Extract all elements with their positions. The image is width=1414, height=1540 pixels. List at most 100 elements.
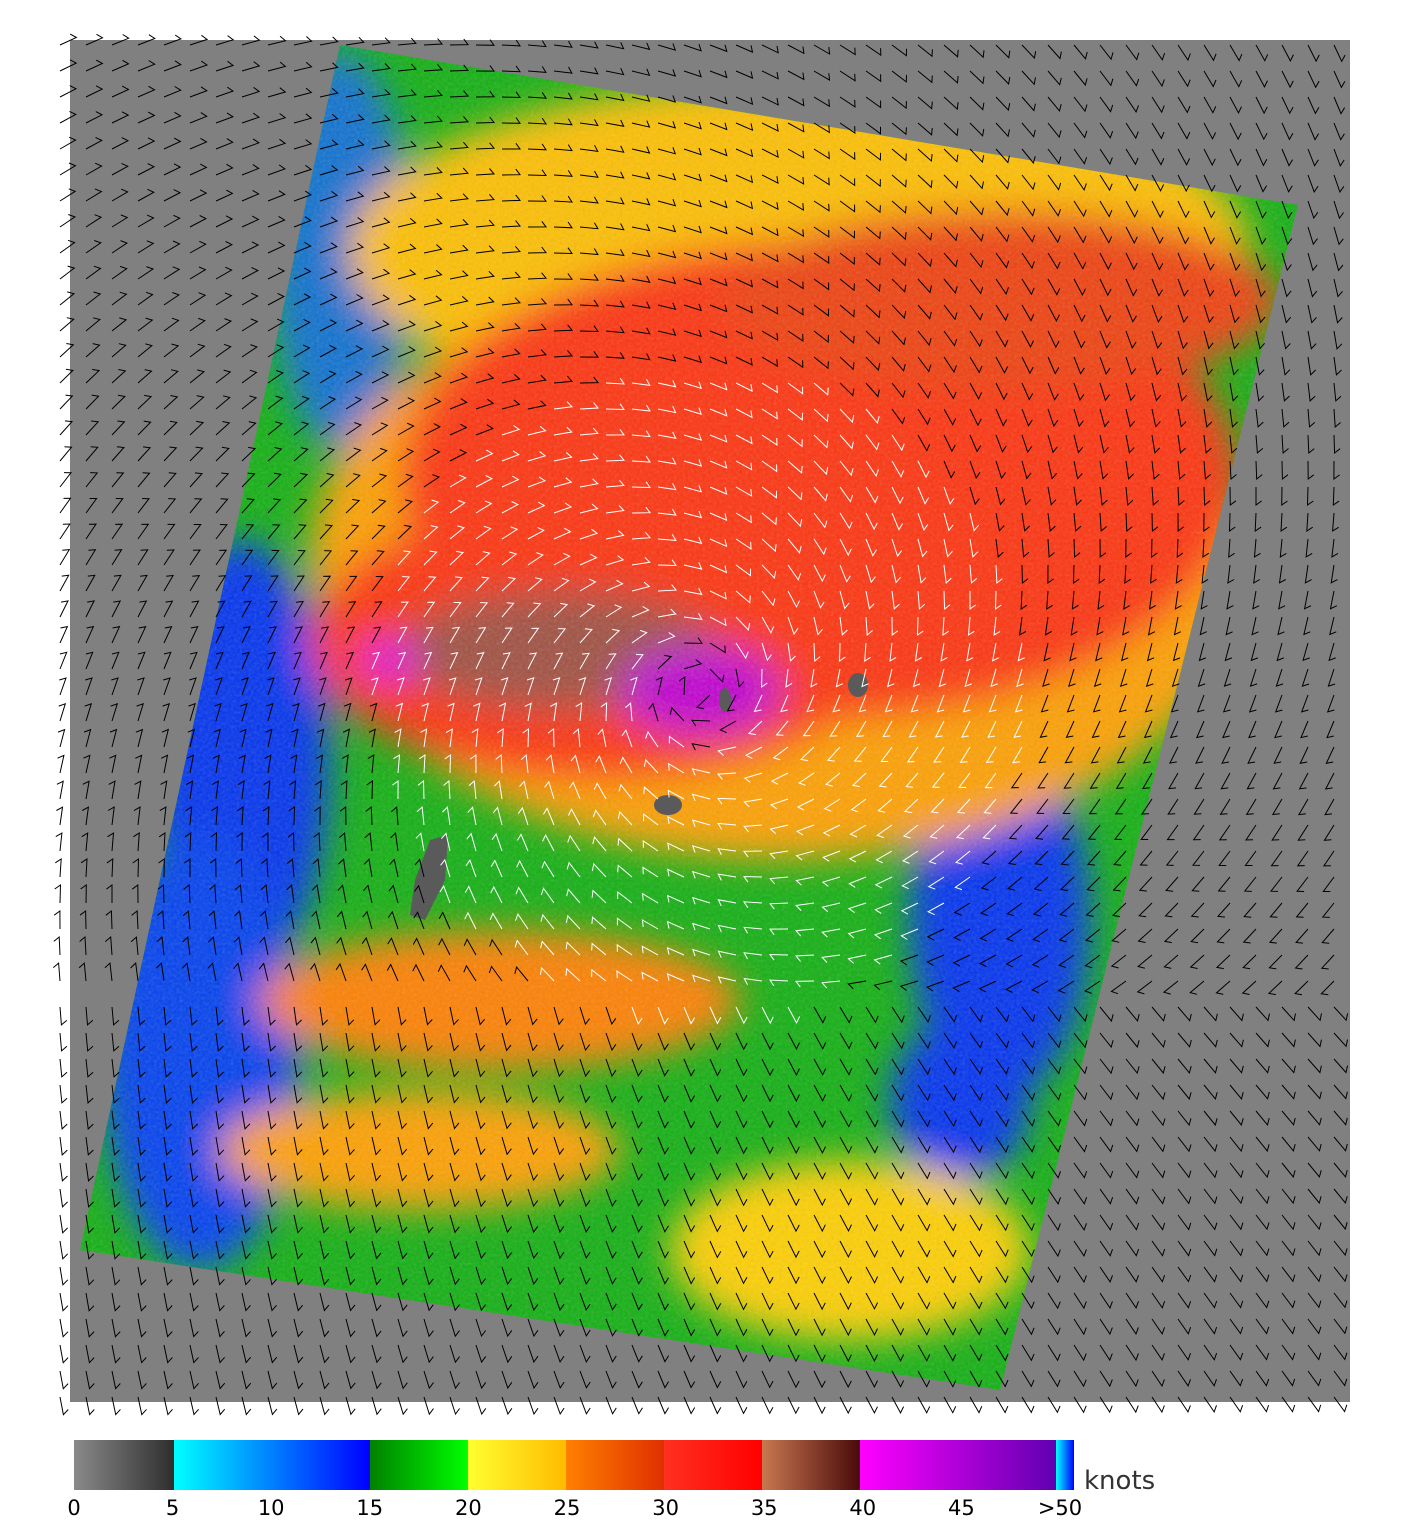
wind-barb [579,144,599,153]
wind-barb [163,626,173,644]
wind-barb [744,746,763,759]
wind-barb [215,138,234,150]
wind-barb [1333,1162,1348,1178]
wind-barb [1073,1032,1088,1049]
wind-barb [189,215,207,228]
wind-barb [1021,408,1033,427]
wind-barb [215,1344,225,1364]
wind-barb [995,564,1003,585]
wind-barb [371,114,391,124]
wind-barb [761,512,777,526]
wind-barb [735,538,752,550]
wind-barb [984,772,997,789]
wind-barb [215,1318,225,1338]
wind-barb [955,824,971,840]
wind-barb [604,677,613,696]
wind-barb [527,1396,539,1416]
color-segment-20-25 [468,1440,566,1490]
wind-barb [189,240,207,254]
wind-barb [1333,70,1346,89]
wind-barb [345,550,359,566]
wind-barb [1047,148,1062,165]
wind-barb [657,1110,669,1129]
wind-barb [527,323,547,332]
wind-barb [501,576,517,592]
wind-barb [137,1162,147,1182]
wind-barb [189,189,208,202]
wind-barb [631,68,651,77]
wind-barb [1112,876,1127,892]
wind-barb [940,642,948,662]
wind-barb [943,356,957,374]
wind-barb [1321,928,1335,944]
wind-barb [397,576,411,592]
wind-barb [161,728,170,748]
wind-barb [1241,980,1257,995]
wind-barb [969,330,983,348]
wind-barb [835,668,844,688]
wind-barb [995,122,1010,138]
wind-barb [787,1006,801,1024]
wind-barb [1255,1162,1270,1179]
wind-barb [501,1344,513,1364]
wind-barb [579,603,596,618]
wind-barb [769,953,789,961]
wind-barb [449,1084,460,1104]
wind-barb [668,762,685,774]
wind-barb [1229,1318,1244,1335]
wind-barb [241,549,254,566]
wind-barb [423,1370,434,1390]
wind-barb [579,1136,591,1156]
wind-barb [839,1188,853,1206]
wind-barb [501,194,521,202]
wind-barb [954,850,971,865]
wind-barb [787,356,804,369]
wind-barb [501,348,521,358]
wind-barb [761,382,778,394]
wind-barb [475,525,492,540]
wind-barb [683,612,703,621]
wind-barb [683,1006,696,1025]
wind-barb [267,267,286,280]
wind-barb [137,446,152,462]
wind-barb [1229,330,1240,350]
wind-barb [527,40,547,48]
wind-barb [839,1318,852,1337]
wind-barb [795,876,815,886]
wind-barb [1099,122,1114,139]
wind-barb [891,1084,905,1102]
wind-barb [293,1292,304,1312]
wind-barb [189,395,205,410]
wind-barb [1006,902,1023,917]
wind-barb [475,296,495,306]
wind-barb [319,319,338,332]
wind-barb [163,651,172,670]
wind-barb [267,600,278,618]
wind-barb [345,601,357,618]
wind-barb [1021,96,1036,112]
wind-barb [618,783,633,800]
wind-barb [891,1318,905,1336]
wind-barb [1281,96,1294,115]
wind-barb [735,278,753,288]
wind-barb [877,798,893,813]
wind-barb [735,148,754,158]
wind-barb [371,1188,382,1208]
wind-barb [438,937,451,956]
wind-barb [500,677,509,696]
wind-barb [189,677,197,696]
wind-barb [1125,252,1138,271]
wind-barb [85,1344,95,1364]
wind-barb [605,1240,617,1259]
wind-barb [553,144,573,152]
wind-barb [1278,564,1286,584]
wind-barb [527,1266,539,1286]
wind-barb [475,1084,486,1104]
wind-barb [995,1370,1009,1388]
wind-barb [310,936,321,956]
wind-barb [1099,1396,1113,1414]
wind-barb [293,216,312,228]
wind-barb [397,1188,408,1208]
wind-barb [917,1240,931,1258]
wind-barb [105,910,113,930]
